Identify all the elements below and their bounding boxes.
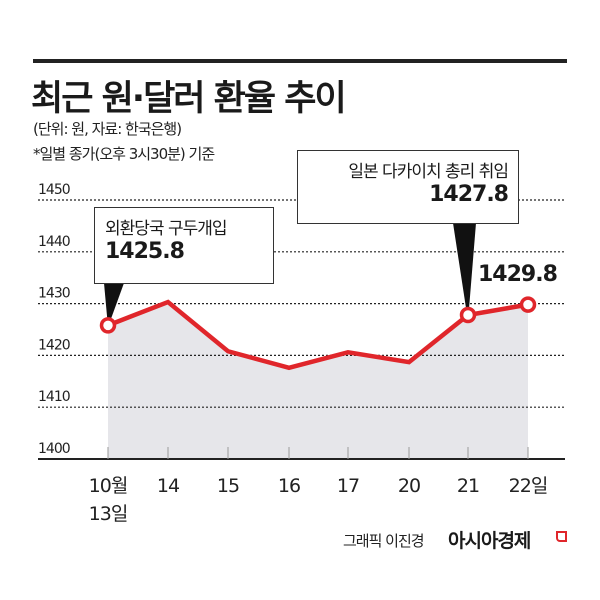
x-tick-label: 13일 [89,503,128,525]
x-tick-label: 22일 [509,475,548,497]
x-tick-label: 21 [457,475,479,497]
x-tick-label: 17 [337,475,359,497]
graphic-credit: 그래픽 이진경 [343,532,425,550]
y-tick-label: 1410 [38,389,70,405]
callout-value: 1427.8 [429,182,509,207]
unit-source-note: (단위: 원, 자료: 한국은행) [33,120,182,138]
callout-takaichi-inauguration: 일본 다카이치 총리 취임 1427.8 [297,150,519,224]
callout-text: 일본 다카이치 총리 취임 [348,162,509,182]
callout-value: 1425.8 [105,239,185,264]
x-tick-label: 20 [398,475,420,497]
data-point-marker [519,296,537,313]
end-value-label: 1429.8 [478,262,558,287]
area-fill [108,302,528,459]
basis-note: *일별 종가(오후 3시30분) 기준 [33,145,215,163]
header-rule [33,59,567,63]
y-tick-label: 1400 [38,441,70,457]
x-tick-label: 14 [157,475,180,497]
chart-title: 최근 원·달러 환율 추이 [31,79,347,119]
callout-pointer [104,283,124,327]
callout-pointer [453,223,476,321]
callout-verbal-intervention: 외환당국 구두개입 1425.8 [94,207,274,284]
y-tick-label: 1430 [38,286,70,302]
exchange-rate-line [107,299,529,371]
y-tick-label: 1420 [38,337,70,353]
data-point-marker [459,306,477,324]
y-tick-label: 1450 [38,182,70,198]
brand-logo: 아시아경제 [448,530,531,552]
x-tick-label: 15 [217,475,239,497]
brand-mark-icon [556,531,567,542]
y-tick-label: 1440 [38,234,70,250]
callout-text: 외환당국 구두개입 [105,219,228,239]
x-tick-label: 10월 [89,475,128,497]
data-point-marker [99,317,117,334]
x-tick-label: 16 [278,475,300,497]
